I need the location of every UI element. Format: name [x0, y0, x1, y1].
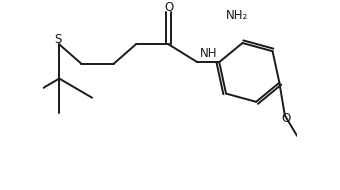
Text: S: S: [54, 33, 62, 46]
Text: NH₂: NH₂: [226, 9, 248, 22]
Text: NH: NH: [200, 47, 217, 60]
Text: O: O: [164, 1, 173, 14]
Text: O: O: [282, 112, 291, 125]
